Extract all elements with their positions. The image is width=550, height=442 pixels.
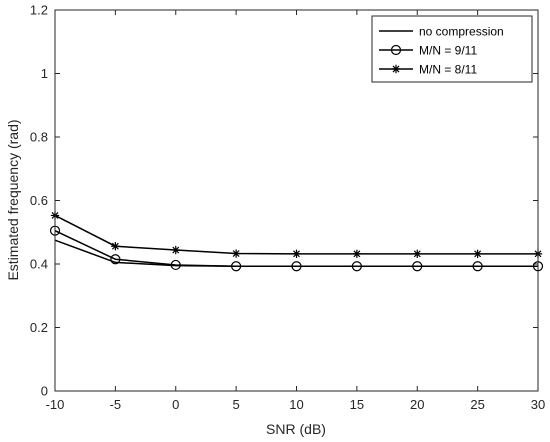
data-point [413, 249, 422, 259]
data-point [291, 261, 302, 272]
data-point [412, 261, 423, 272]
data-point [170, 259, 181, 271]
data-point [231, 261, 242, 272]
x-tick-label: 5 [233, 397, 240, 412]
legend-marker [390, 44, 402, 56]
x-tick-label: 15 [350, 397, 364, 412]
y-tick-label: 0.8 [30, 130, 48, 145]
series-layer [49, 211, 544, 272]
legend: no compression M/N = 9/11 M/N = 8/11 [371, 15, 533, 83]
legend-label: M/N = 9/11 [419, 44, 477, 58]
data-point [292, 249, 301, 259]
x-tick-label: 0 [172, 397, 179, 412]
x-tick-label: 20 [410, 397, 424, 412]
data-point [111, 242, 120, 251]
data-point [351, 261, 362, 272]
x-tick-label: 30 [531, 397, 545, 412]
data-point [110, 254, 121, 265]
y-tick-label: 0.6 [30, 193, 48, 208]
y-tick-label: 0.4 [30, 257, 48, 272]
axis-ticks: -10 -5 0 5 10 15 20 25 30 0 0.2 0.4 0.6 0.8 1 1.2 [30, 3, 545, 413]
data-point [352, 249, 362, 259]
plot-frame [54, 9, 539, 392]
x-tick-label: 10 [289, 397, 303, 412]
series-1 [49, 225, 544, 272]
x-tick-label: -10 [46, 397, 65, 412]
legend-marker [391, 64, 401, 74]
x-tick-label: 25 [470, 397, 484, 412]
legend-label: no compression [419, 25, 504, 39]
series-line [54, 229, 538, 267]
y-tick-label: 0.2 [30, 320, 48, 335]
data-point [472, 261, 483, 272]
y-tick-label: 1 [41, 66, 48, 81]
legend-label: M/N = 8/11 [419, 63, 477, 77]
y-tick-label: 1.2 [30, 3, 48, 18]
data-point [473, 249, 482, 259]
data-point [171, 245, 180, 255]
y-axis-label: Estimated frequency (rad) [5, 119, 21, 280]
x-axis-label: SNR (dB) [266, 421, 326, 437]
y-tick-label: 0 [41, 384, 48, 399]
x-tick-label: -5 [110, 397, 122, 412]
data-point [231, 249, 241, 258]
